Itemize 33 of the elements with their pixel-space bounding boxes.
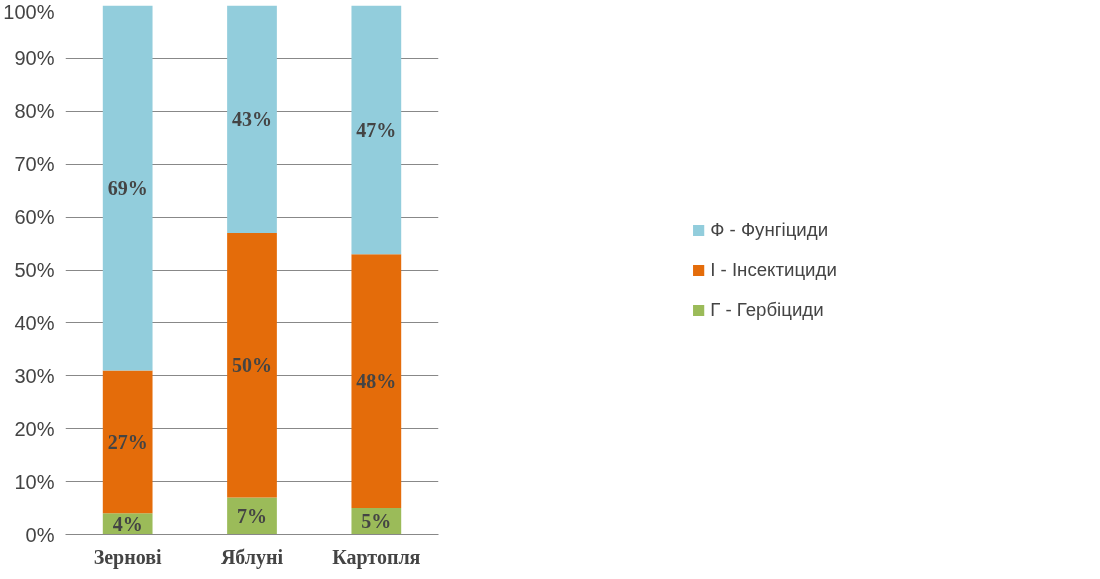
data-label: 27% bbox=[107, 430, 148, 453]
data-label: 5% bbox=[361, 510, 392, 533]
y-tick-label: 0% bbox=[25, 523, 55, 546]
bar bbox=[227, 497, 277, 535]
legend-label: І - Інсектициди bbox=[710, 258, 837, 281]
y-tick-label: 60% bbox=[14, 206, 55, 229]
bar bbox=[351, 5, 402, 255]
y-tick-label: 10% bbox=[14, 470, 55, 493]
bar bbox=[227, 5, 277, 233]
bar bbox=[102, 5, 153, 371]
x-tick-label: Картопля bbox=[332, 545, 421, 569]
y-tick-label: 20% bbox=[14, 417, 55, 440]
y-tick-label: 30% bbox=[14, 364, 55, 387]
legend-label: Ф - Фунгіциди bbox=[710, 218, 829, 241]
data-label: 50% bbox=[232, 354, 272, 377]
data-label: 47% bbox=[356, 118, 397, 141]
data-label: 48% bbox=[356, 370, 397, 393]
bar bbox=[227, 232, 277, 498]
y-tick-label: 100% bbox=[3, 0, 55, 23]
data-label: 4% bbox=[112, 512, 143, 535]
x-tick-label: Яблуні bbox=[220, 545, 284, 569]
y-tick-label: 80% bbox=[14, 100, 55, 123]
y-tick-label: 90% bbox=[14, 47, 55, 70]
y-tick-label: 40% bbox=[14, 311, 55, 334]
data-label: 7% bbox=[237, 504, 267, 527]
y-tick-label: 50% bbox=[14, 259, 55, 281]
bar bbox=[351, 254, 402, 509]
data-label: 43% bbox=[232, 108, 272, 131]
legend-label: Г - Гербіциди bbox=[710, 298, 824, 321]
bar bbox=[102, 370, 153, 514]
data-label: 69% bbox=[107, 177, 148, 200]
y-tick-label: 70% bbox=[14, 153, 55, 176]
x-tick-label: Зернові bbox=[93, 545, 163, 569]
